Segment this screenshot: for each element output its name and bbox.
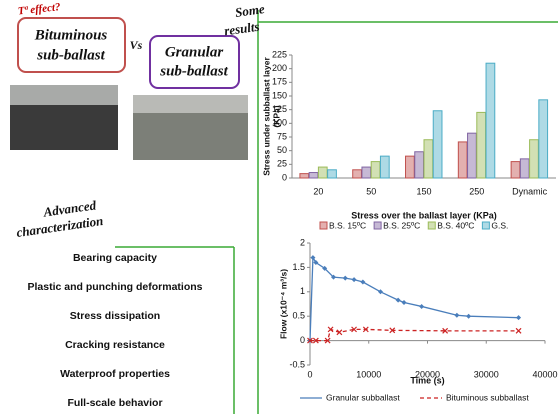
x-tick-label: 50 [366, 186, 376, 196]
x-tick-label: 250 [469, 186, 484, 196]
data-point [378, 289, 383, 294]
photo-stones [10, 85, 118, 105]
box-title: Bituminous [34, 27, 108, 43]
legend-swatch [320, 222, 327, 229]
data-line [310, 258, 519, 341]
box-title: sub-ballast [159, 63, 228, 79]
y-tick-label: 200 [272, 63, 287, 73]
bar [371, 162, 380, 178]
y-tick-label: 175 [272, 77, 287, 87]
bar [477, 112, 486, 178]
feature-item: Plastic and punching deformations [27, 281, 202, 293]
data-point [466, 314, 471, 319]
x-axis-title: Time (s) [410, 375, 444, 385]
bar [511, 162, 520, 178]
x-tick-label: 30000 [474, 369, 499, 379]
legend-swatch [428, 222, 435, 229]
feature-item: Full-scale behavior [67, 397, 162, 409]
slide: Tª effect? Bituminous sub-ballast Vs Gra… [0, 0, 558, 414]
bar [415, 152, 424, 178]
x-tick-label: 40000 [532, 369, 557, 379]
y-tick-label: 25 [277, 159, 287, 169]
data-point [516, 328, 521, 333]
y-axis-title: (KPa) [271, 105, 281, 127]
feature-item: Bearing capacity [73, 252, 157, 264]
legend-label: Bituminous subballast [446, 392, 529, 402]
bar [468, 133, 477, 178]
legend-label: B.S. 40ºC [437, 220, 474, 230]
y-tick-label: -0.5 [289, 359, 305, 369]
bar [406, 156, 415, 178]
photo-stones [133, 95, 248, 113]
bar [486, 63, 495, 178]
feature-item: Waterproof properties [60, 368, 170, 380]
y-tick-label: 50 [277, 145, 287, 155]
x-axis-title: Stress over the ballast layer (KPa) [351, 210, 497, 220]
y-tick-label: 225 [272, 49, 287, 59]
x-tick-label: 0 [307, 369, 312, 379]
effect-label: Tª effect? [17, 1, 61, 17]
x-tick-label: Dynamic [512, 186, 548, 196]
box-title: Granular [165, 44, 224, 60]
data-point [454, 313, 459, 318]
data-point [352, 277, 357, 282]
bar [353, 170, 362, 178]
legend-label: B.S. 15ºC [329, 220, 366, 230]
y-tick-label: 150 [272, 90, 287, 100]
y-tick-label: 75 [277, 131, 287, 141]
section-title: Some [234, 1, 266, 20]
legend-swatch [482, 222, 489, 229]
data-point [343, 276, 348, 281]
y-tick-label: 1 [300, 286, 305, 296]
bar [530, 140, 539, 178]
y-tick-label: 0.5 [292, 311, 305, 321]
bar [458, 142, 467, 178]
box-title: sub-ballast [36, 47, 105, 63]
x-tick-label: 20 [313, 186, 323, 196]
bar [309, 173, 318, 178]
bar [318, 167, 327, 178]
feature-item: Cracking resistance [65, 339, 165, 351]
legend-label: G.S. [491, 220, 508, 230]
bar [539, 100, 548, 178]
bar [300, 174, 309, 178]
y-tick-label: 0 [300, 335, 305, 345]
legend-label: Granular subballast [326, 392, 400, 402]
data-point [360, 280, 365, 285]
bar [328, 170, 337, 178]
bar [380, 156, 389, 178]
data-point [396, 298, 401, 303]
data-point [516, 315, 521, 320]
bar [362, 167, 371, 178]
x-tick-label: 150 [416, 186, 431, 196]
bar [424, 140, 433, 178]
data-point [402, 300, 407, 305]
legend-swatch [374, 222, 381, 229]
y-axis-title: Flow (x10⁻⁴ m³/s) [278, 269, 288, 339]
data-point [419, 304, 424, 309]
y-tick-label: 2 [300, 237, 305, 247]
versus: Vs [130, 38, 143, 52]
legend-label: B.S. 25ºC [383, 220, 420, 230]
section-title: results [223, 19, 260, 39]
y-axis-title: Stress under subballast layer [261, 57, 271, 176]
bar [520, 159, 529, 178]
feature-item: Stress dissipation [70, 310, 160, 322]
x-tick-label: 10000 [356, 369, 381, 379]
y-tick-label: 0 [282, 172, 287, 182]
y-tick-label: 1.5 [292, 262, 305, 272]
label-box [18, 18, 125, 72]
bar [433, 111, 442, 178]
